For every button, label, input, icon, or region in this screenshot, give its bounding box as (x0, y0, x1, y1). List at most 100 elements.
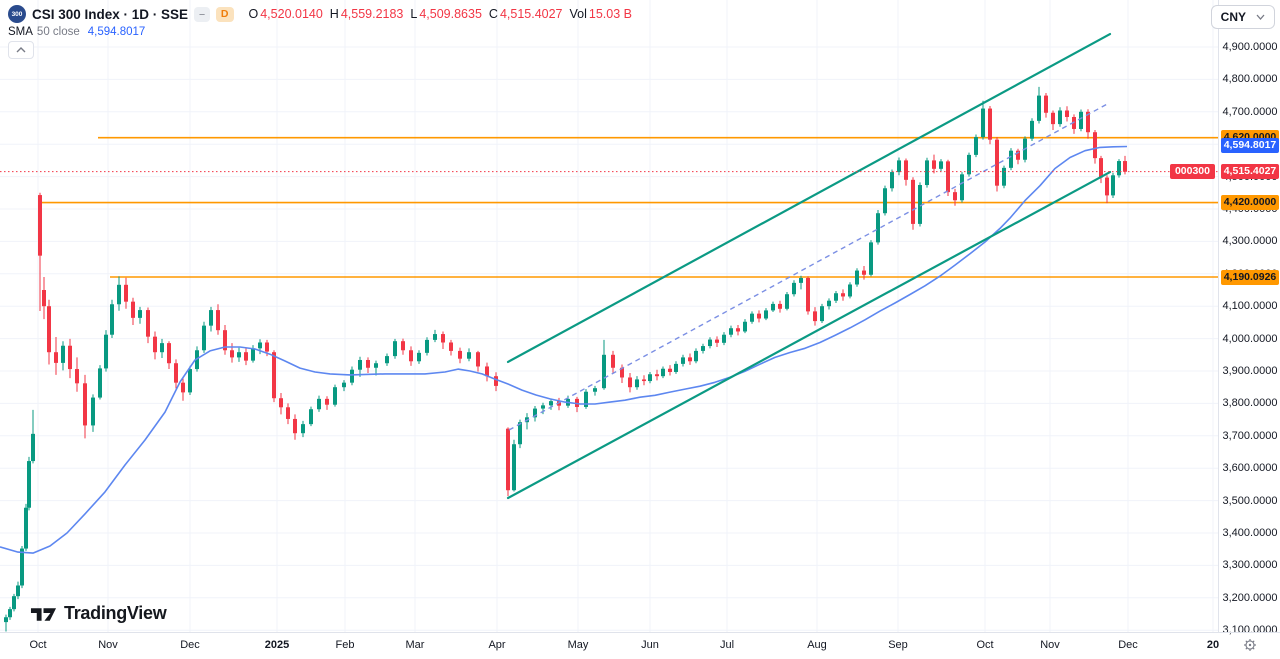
ohlc-close-value: 4,515.4027 (499, 7, 563, 21)
candle-body (117, 284, 121, 305)
candle-body (265, 342, 269, 352)
time-tick-label: Dec (1118, 639, 1138, 651)
candle-body (393, 341, 397, 357)
time-tick-label: Jul (719, 639, 735, 651)
candle-body (506, 428, 510, 491)
ohlc-open-value: 4,520.0140 (260, 7, 323, 21)
candle-body (216, 310, 220, 331)
candle-body (1009, 150, 1013, 168)
candle-body (1093, 132, 1097, 159)
candle-body (620, 367, 624, 378)
candle-body (1111, 175, 1115, 196)
indicator-params: 50 close (36, 26, 80, 38)
legend-symbol-row[interactable]: 300 CSI 300 Index · 1D · SSE – D O 4,520… (8, 5, 632, 23)
ohlc-low-value: 4,509.8635 (419, 7, 482, 21)
symbol-price-badge: 000300 (1169, 164, 1215, 180)
candle-body (729, 328, 733, 335)
candle-body (785, 294, 789, 309)
ohlc-open-label: O (248, 7, 259, 21)
candle-body (533, 408, 537, 418)
time-tick-label: Apr (488, 639, 506, 651)
symbol-title[interactable]: CSI 300 Index · 1D · SSE (32, 6, 189, 22)
candle-body (911, 179, 915, 224)
candle-body (806, 278, 810, 312)
symbol-logo: 300 (8, 5, 26, 23)
candle-body (146, 310, 150, 337)
candle-body (8, 609, 12, 618)
candle-body (301, 424, 305, 434)
candle-body (188, 369, 192, 393)
time-tick-label: Aug (807, 639, 827, 651)
candle-body (104, 334, 108, 369)
price-tick-label: 3,400.0000 (1222, 527, 1278, 539)
candle-body (813, 311, 817, 322)
indicator-value: 4,594.8017 (87, 26, 146, 38)
candle-body (792, 282, 796, 295)
ohlc-low-label: L (410, 7, 418, 21)
candle-body (417, 352, 421, 362)
candle-body (61, 345, 65, 363)
time-tick-label: Sep (888, 639, 908, 651)
time-tick-label: 2025 (264, 639, 290, 651)
tradingview-watermark[interactable]: TradingView (30, 603, 167, 624)
candle-body (841, 293, 845, 297)
channel-upper-line (506, 32, 1112, 364)
candle-body (350, 369, 354, 383)
candle-body (820, 306, 824, 322)
candle-body (960, 174, 964, 201)
price-tick-label: 4,300.0000 (1222, 235, 1278, 248)
price-tick-label: 3,900.0000 (1222, 365, 1278, 377)
price-tick-label: 3,700.0000 (1222, 429, 1278, 442)
candle-body (918, 185, 922, 224)
candle-body (648, 374, 652, 382)
candle-body (1044, 95, 1048, 113)
candle-body (967, 154, 971, 175)
candle-body (611, 354, 615, 368)
candle-body (258, 342, 262, 349)
time-tick-label: Jun (641, 639, 659, 651)
time-tick-label: Oct (29, 639, 47, 651)
candle-body (694, 350, 698, 362)
candle-body (584, 391, 588, 407)
candle-body (409, 350, 413, 362)
indicator-row[interactable]: SMA 50 close 4,594.8017 (8, 26, 632, 38)
candle-body (1030, 120, 1034, 139)
time-scale[interactable]: Oct Nov Dec 2025 Feb Mar Apr May Jun Jul Aug Sep Oct… (0, 632, 1280, 659)
time-tick-label: Feb (335, 639, 355, 651)
time-tick-label: May (567, 639, 589, 651)
time-tick-label: Mar (405, 639, 425, 651)
candle-body (167, 343, 171, 364)
candle-body (674, 363, 678, 372)
candle-body (441, 334, 445, 343)
candles-layer (4, 86, 1127, 632)
collapse-legend-button[interactable] (8, 41, 34, 59)
candle-body (68, 345, 72, 370)
chevron-up-icon (16, 47, 26, 53)
candle-body (1072, 116, 1076, 129)
price-tick-label: 3,600.0000 (1222, 462, 1278, 475)
candle-body (467, 352, 471, 359)
candle-body (47, 306, 51, 353)
candle-body (293, 418, 297, 434)
price-scale[interactable]: 4,900.00004,800.00004,700.00004,600.0000… (1218, 0, 1280, 636)
interval-badge: D (215, 6, 234, 22)
candle-body (425, 339, 429, 353)
candle-body (876, 213, 880, 243)
trend-channel (506, 32, 1112, 500)
candle-body (91, 397, 95, 426)
last-price-badge: 4,515.4027 (1221, 164, 1279, 180)
candle-body (946, 161, 950, 193)
currency-button[interactable]: CNY (1210, 5, 1275, 29)
candle-body (862, 270, 866, 275)
candle-body (628, 377, 632, 388)
timescale-settings-button[interactable] (1242, 637, 1258, 653)
candle-body (358, 359, 362, 370)
price-tick-label: 4,000.0000 (1222, 332, 1278, 345)
candle-body (953, 192, 957, 201)
time-tick-label: 20 (1206, 639, 1220, 651)
candle-body (757, 313, 761, 319)
price-tick-label: 3,200.0000 (1222, 591, 1278, 604)
market-status-badge: – (194, 6, 210, 22)
horizontal-levels (40, 136, 1218, 278)
